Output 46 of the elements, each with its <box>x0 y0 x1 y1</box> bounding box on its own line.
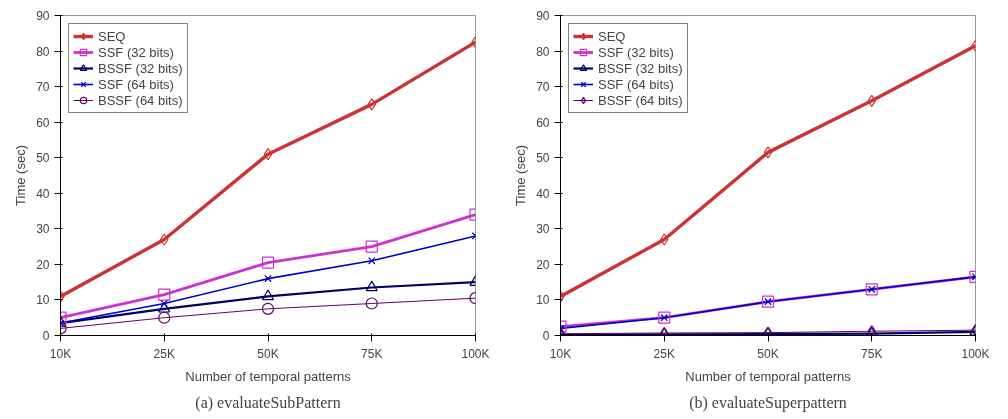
y-tick-label: 40 <box>36 186 50 201</box>
y-tick-label: 80 <box>36 44 50 59</box>
text: (a) evaluateSubPattern <box>195 393 341 412</box>
y-tick-label: 40 <box>536 186 550 201</box>
y-tick-label: 70 <box>36 80 50 95</box>
y-tick-label: 70 <box>536 80 550 95</box>
x-tick-label: 100K <box>461 346 490 361</box>
legend-label: SEQ <box>98 28 126 44</box>
y-tick-label: 20 <box>536 257 550 272</box>
y-tick-label: 60 <box>536 115 550 130</box>
y-tick-label: 10 <box>536 293 550 308</box>
x-tick-label: 25K <box>153 346 175 361</box>
legend-label: SSF (64 bits) <box>598 76 674 92</box>
y-axis-title: Time (sec) <box>13 145 29 206</box>
y-tick-label: 90 <box>536 9 550 23</box>
legend-label: BSSF (64 bits) <box>98 92 183 108</box>
y-axis-title: Time (sec) <box>513 145 529 206</box>
legend-label: SSF (32 bits) <box>598 44 674 60</box>
x-tick-label: 75K <box>361 346 383 361</box>
y-tick-label: 20 <box>36 257 50 272</box>
legend-label: BSSF (32 bits) <box>98 60 183 76</box>
x-tick-label: 100K <box>961 346 990 361</box>
y-tick-label: 80 <box>536 44 550 59</box>
y-tick-label: 10 <box>36 293 50 308</box>
y-tick-label: 50 <box>536 151 550 166</box>
y-tick-label: 0 <box>542 329 550 343</box>
x-axis-title: Number of temporal patterns <box>185 368 352 384</box>
y-tick-label: 60 <box>36 115 50 130</box>
x-axis-title: Number of temporal patterns <box>685 368 852 384</box>
y-tick-label: 50 <box>36 151 50 166</box>
legend-label: SEQ <box>598 28 626 44</box>
y-tick-label: 30 <box>36 222 50 237</box>
legend-label: SSF (64 bits) <box>98 76 174 92</box>
y-tick-label: 0 <box>42 329 50 343</box>
legend-label: BSSF (32 bits) <box>598 60 683 76</box>
x-tick-label: 75K <box>861 346 883 361</box>
x-tick-label: 50K <box>257 346 279 361</box>
y-tick-label: 90 <box>36 9 50 23</box>
y-tick-label: 30 <box>536 222 550 237</box>
legend-label: BSSF (64 bits) <box>598 92 683 108</box>
x-tick-label: 25K <box>653 346 675 361</box>
x-tick-label: 50K <box>757 346 779 361</box>
legend-label: SSF (32 bits) <box>98 44 174 60</box>
x-tick-label: 10K <box>49 346 72 361</box>
text: (b) evaluateSuperpattern <box>689 393 847 412</box>
x-tick-label: 10K <box>549 346 572 361</box>
